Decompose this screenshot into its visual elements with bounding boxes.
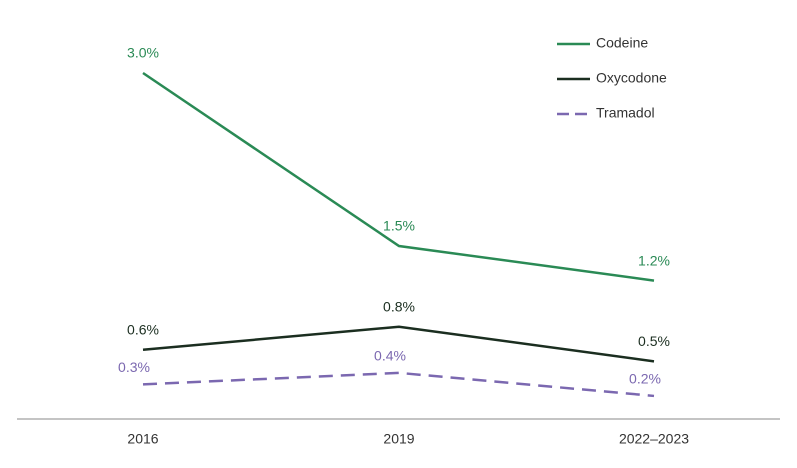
x-tick-label: 2016 <box>127 431 158 447</box>
series-line <box>142 71 655 282</box>
data-label: 0.8% <box>383 298 415 314</box>
legend-label: Codeine <box>596 35 648 51</box>
legend-label: Tramadol <box>596 105 655 121</box>
data-label: 0.4% <box>374 348 406 364</box>
data-label: 1.5% <box>383 218 415 234</box>
x-tick-label: 2022–2023 <box>619 431 689 447</box>
data-label: 0.2% <box>629 371 661 387</box>
series-line <box>142 371 655 398</box>
series-line <box>142 325 655 363</box>
data-label: 3.0% <box>127 45 159 61</box>
data-label: 0.6% <box>127 322 159 338</box>
data-label: 0.3% <box>118 359 150 375</box>
x-tick-label: 2019 <box>383 431 414 447</box>
legend-label: Oxycodone <box>596 70 667 86</box>
data-label: 1.2% <box>638 252 670 268</box>
data-label: 0.5% <box>638 333 670 349</box>
